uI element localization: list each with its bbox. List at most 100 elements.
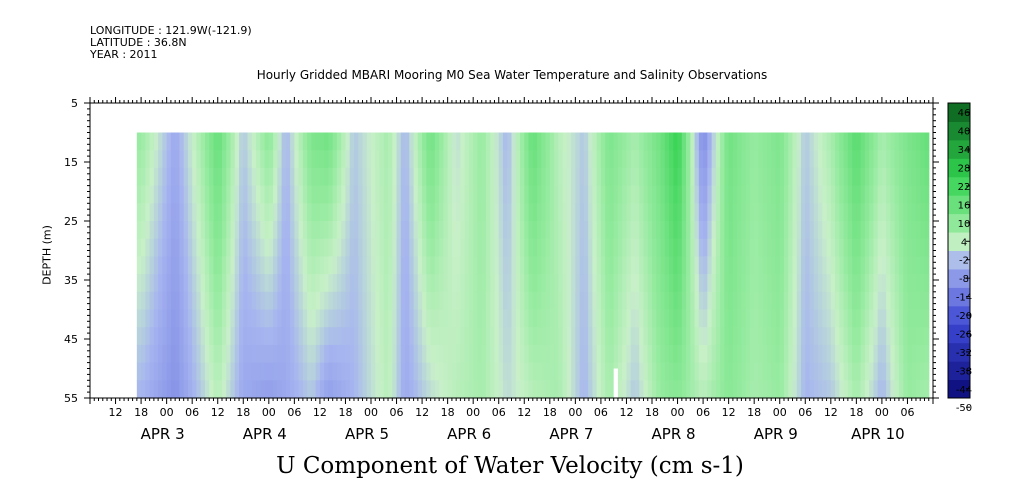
heatmap-cell: [664, 150, 670, 169]
heatmap-cell: [341, 185, 347, 204]
heatmap-cell: [566, 274, 572, 293]
heatmap-cell: [617, 150, 623, 169]
heatmap-cell: [741, 203, 747, 222]
heatmap-cell: [766, 362, 772, 381]
heatmap-cell: [583, 238, 589, 257]
heatmap-cell: [481, 291, 487, 311]
x-hour-label: 00: [875, 406, 889, 419]
heatmap-cell: [324, 185, 330, 204]
heatmap-cell: [145, 238, 151, 257]
x-date-label: APR 6: [447, 425, 491, 443]
heatmap-cell: [460, 380, 466, 399]
heatmap-cell: [170, 380, 176, 399]
heatmap-cell: [285, 167, 291, 187]
x-date-label: APR 3: [141, 425, 185, 443]
heatmap-cell: [869, 327, 874, 346]
heatmap-cell: [558, 291, 564, 311]
heatmap-cell: [332, 309, 338, 328]
heatmap-cell: [724, 291, 730, 311]
heatmap-cell: [192, 132, 198, 151]
heatmap-cell: [502, 327, 508, 346]
heatmap-cell: [775, 150, 781, 169]
heatmap-cell: [779, 167, 785, 187]
heatmap-cell: [383, 344, 389, 364]
heatmap-cell: [677, 221, 683, 240]
heatmap-cell: [413, 291, 419, 311]
heatmap-cell: [353, 256, 359, 275]
heatmap-cell: [754, 327, 760, 346]
heatmap-cell: [247, 256, 253, 275]
heatmap-cell: [915, 309, 921, 328]
heatmap-cell: [170, 327, 176, 346]
x-hour-label: 18: [849, 406, 863, 419]
heatmap-cell: [358, 362, 364, 381]
heatmap-cell: [732, 327, 738, 346]
heatmap-cell: [894, 238, 900, 257]
heatmap-cell: [234, 132, 240, 151]
heatmap-cell: [375, 132, 381, 151]
heatmap-cell: [545, 344, 551, 364]
heatmap-cell: [656, 291, 662, 311]
heatmap-cell: [192, 380, 198, 399]
heatmap-cell: [571, 150, 576, 169]
heatmap-cell: [843, 167, 849, 187]
heatmap-cell: [179, 327, 185, 346]
heatmap-cell: [843, 221, 849, 240]
heatmap-cell: [447, 362, 453, 381]
heatmap-cell: [707, 203, 713, 222]
heatmap-cell: [166, 327, 172, 346]
heatmap-cell: [281, 203, 287, 222]
heatmap-cell: [664, 274, 670, 293]
heatmap-cell: [213, 238, 219, 257]
heatmap-cell: [413, 185, 419, 204]
heatmap-cell: [417, 291, 423, 311]
heatmap-cell: [822, 327, 828, 346]
heatmap-cell: [911, 167, 917, 187]
heatmap-cell: [451, 274, 457, 293]
heatmap-cell: [515, 167, 521, 187]
heatmap-cell: [694, 344, 700, 364]
heatmap-cell: [502, 238, 508, 257]
heatmap-cell: [843, 203, 849, 222]
heatmap-cell: [630, 327, 636, 346]
heatmap-cell: [881, 362, 887, 381]
heatmap-cell: [443, 150, 449, 169]
heatmap-cell: [285, 238, 291, 257]
heatmap-cell: [396, 327, 402, 346]
heatmap-cell: [141, 167, 146, 187]
heatmap-cell: [562, 291, 568, 311]
heatmap-cell: [617, 344, 623, 364]
heatmap-cell: [281, 309, 287, 328]
y-axis-label: DEPTH (m): [40, 225, 54, 285]
heatmap-cell: [724, 238, 730, 257]
heatmap-cell: [439, 150, 444, 169]
heatmap-cell: [430, 344, 436, 364]
heatmap-cell: [903, 380, 909, 399]
heatmap-cell: [498, 185, 504, 204]
heatmap-cell: [537, 150, 542, 169]
heatmap-cell: [724, 309, 730, 328]
heatmap-cell: [915, 221, 921, 240]
heatmap-cell: [890, 362, 896, 381]
heatmap-cell: [924, 274, 930, 293]
heatmap-cell: [268, 167, 274, 187]
heatmap-cell: [860, 291, 866, 311]
heatmap-cell: [498, 380, 504, 399]
heatmap-cell: [694, 150, 700, 169]
heatmap-cell: [549, 221, 555, 240]
heatmap-cell: [200, 344, 206, 364]
heatmap-cell: [405, 150, 410, 169]
heatmap-cell: [511, 309, 517, 328]
heatmap-cell: [366, 203, 372, 222]
heatmap-cell: [149, 256, 155, 275]
heatmap-cell: [302, 203, 308, 222]
heatmap-cell: [822, 132, 828, 151]
heatmap-cell: [141, 274, 146, 293]
heatmap-cell: [332, 221, 338, 240]
heatmap-cell: [221, 221, 227, 240]
heatmap-cell: [630, 380, 636, 399]
heatmap-cell: [575, 344, 581, 364]
heatmap-cell: [443, 203, 449, 222]
heatmap-cell: [477, 132, 483, 151]
heatmap-cell: [690, 221, 696, 240]
